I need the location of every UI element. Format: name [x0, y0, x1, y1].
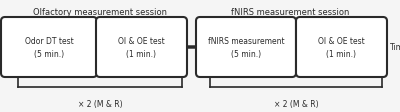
Text: (5 min.): (5 min.) — [231, 50, 261, 59]
Text: (5 min.): (5 min.) — [34, 50, 64, 59]
Text: OI & OE test: OI & OE test — [118, 37, 165, 46]
Text: fNIRS measurement session: fNIRS measurement session — [231, 8, 349, 17]
Text: Olfactory measurement session: Olfactory measurement session — [33, 8, 167, 17]
FancyBboxPatch shape — [196, 18, 296, 77]
Text: (1 min.): (1 min.) — [326, 50, 356, 59]
FancyBboxPatch shape — [296, 18, 387, 77]
Text: (1 min.): (1 min.) — [126, 50, 156, 59]
FancyBboxPatch shape — [96, 18, 187, 77]
Text: fNIRS measurement: fNIRS measurement — [208, 37, 284, 46]
Text: Odor DT test: Odor DT test — [25, 37, 73, 46]
Text: OI & OE test: OI & OE test — [318, 37, 365, 46]
Text: × 2 (M & R): × 2 (M & R) — [78, 99, 122, 108]
Text: Time: Time — [390, 43, 400, 52]
Text: × 2 (M & R): × 2 (M & R) — [274, 99, 318, 108]
FancyBboxPatch shape — [1, 18, 97, 77]
